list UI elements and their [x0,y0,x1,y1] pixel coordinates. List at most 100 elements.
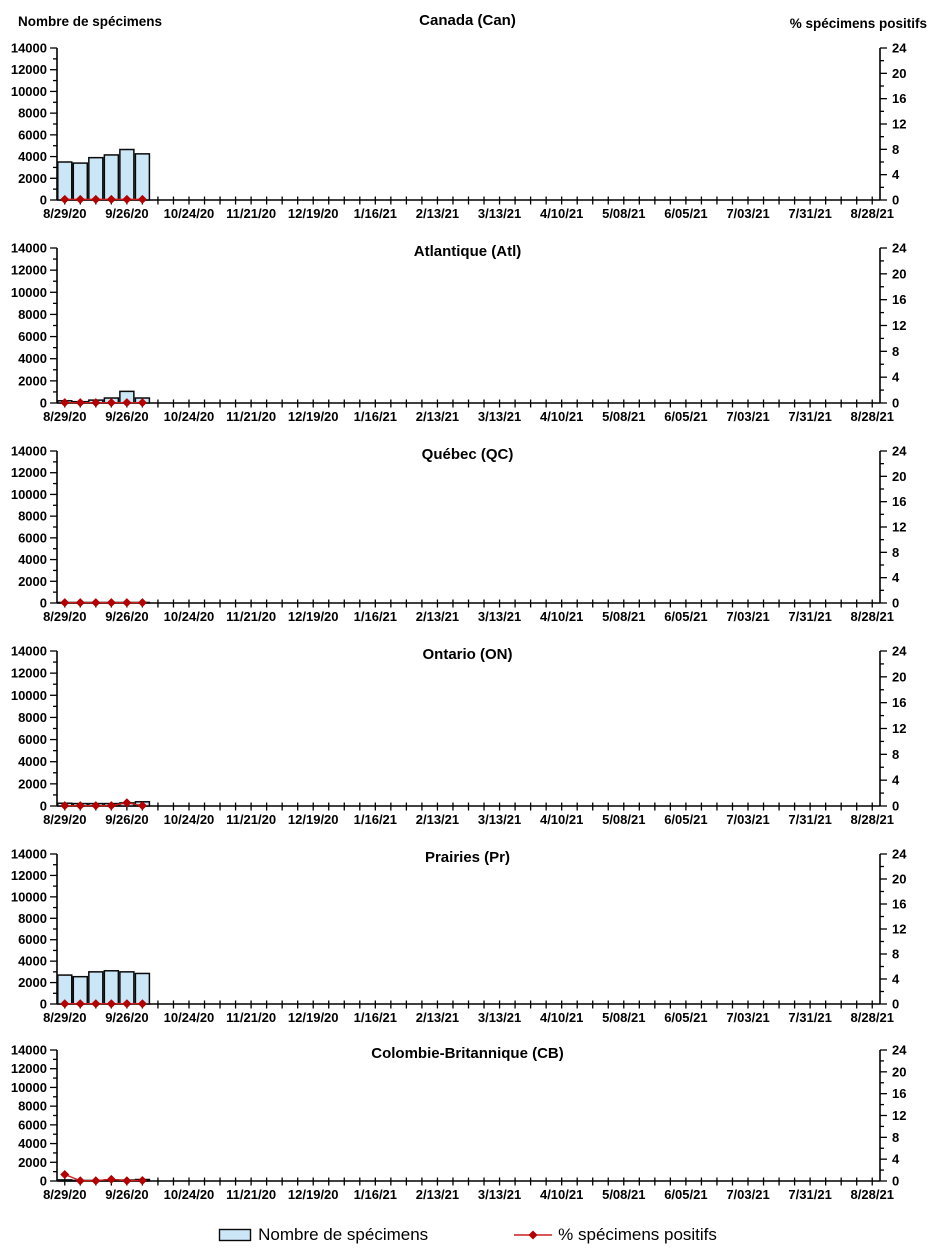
chart-panel-prairies: Prairies (Pr) 0 2000 4000 6000 8000 10000 1200… [0,838,935,1036]
right-axis: 0 4 8 12 16 20 24 [880,241,907,411]
svg-text:12000: 12000 [11,263,47,278]
svg-text:20: 20 [892,469,906,484]
axes [56,248,881,404]
svg-text:2000: 2000 [18,373,47,388]
svg-text:4: 4 [892,773,900,788]
svg-text:16: 16 [892,91,906,106]
bars [57,970,151,1005]
svg-text:7/03/21: 7/03/21 [726,812,769,827]
svg-text:0: 0 [892,799,899,814]
svg-text:12: 12 [892,721,906,736]
right-axis: 0 4 8 12 16 20 24 [880,444,907,611]
svg-text:0: 0 [40,396,47,411]
svg-text:6/05/21: 6/05/21 [664,812,707,827]
legend-item-specimens: Nombre de spécimens [218,1225,428,1245]
svg-text:4000: 4000 [18,149,47,164]
chart-panel-canada: Nombre de spécimens Canada (Can) % spéci… [0,0,935,232]
chart-plot: 0 2000 4000 6000 8000 10000 12000 14000 0 4 8 12 16 2… [11,444,907,625]
svg-text:20: 20 [892,872,906,887]
svg-text:2/13/21: 2/13/21 [416,1010,459,1025]
marker-diamond [106,598,116,608]
svg-text:16: 16 [892,494,906,509]
svg-text:12/19/20: 12/19/20 [288,1187,339,1202]
left-axis-title: Nombre de spécimens [18,14,163,29]
svg-text:9/26/20: 9/26/20 [105,812,148,827]
marker-diamond [60,999,70,1009]
svg-text:4/10/21: 4/10/21 [540,812,583,827]
svg-text:7/31/21: 7/31/21 [788,1187,831,1202]
marker-diamond [91,1176,101,1186]
right-axis: 0 4 8 12 16 20 24 [880,644,907,814]
svg-text:8000: 8000 [18,106,47,121]
svg-text:6/05/21: 6/05/21 [664,609,707,624]
marker-diamond [106,194,116,204]
x-axis: 8/29/20 9/26/20 10/24/20 11/21/20 12/19/20 1/… [43,196,894,221]
svg-text:10000: 10000 [11,688,47,703]
marker-diamond [137,194,147,204]
bar [103,154,120,201]
svg-text:6/05/21: 6/05/21 [664,206,707,221]
bar-swatch-icon [218,1228,252,1241]
marker-diamond [91,801,101,811]
svg-text:0: 0 [892,396,899,411]
chart-panel-colombie-britannique: Colombie-Britannique (CB) 0 2000 4000 6000 8… [0,1036,935,1213]
svg-text:0: 0 [892,596,899,611]
svg-text:8/29/20: 8/29/20 [43,409,86,424]
svg-text:0: 0 [40,997,47,1012]
chart-panel-ontario: Ontario (ON) 0 2000 4000 6000 8000 10000 12000… [0,635,935,838]
svg-text:12/19/20: 12/19/20 [288,1010,339,1025]
axes [56,451,881,604]
chart-panel-quebec: Québec (QC) 0 2000 4000 6000 8000 10000 12000 1… [0,435,935,635]
svg-text:7/31/21: 7/31/21 [788,1010,831,1025]
marker-diamond [106,398,116,408]
svg-text:8/29/20: 8/29/20 [43,1010,86,1025]
bar [72,162,89,201]
svg-text:10/24/20: 10/24/20 [164,1187,215,1202]
svg-text:4: 4 [892,167,900,182]
svg-text:1/16/21: 1/16/21 [354,206,397,221]
svg-text:16: 16 [892,292,906,307]
axes [56,48,881,201]
svg-text:5/08/21: 5/08/21 [602,409,645,424]
svg-text:0: 0 [892,1174,899,1189]
svg-text:14000: 14000 [11,41,47,56]
svg-text:10000: 10000 [11,889,47,904]
marker-diamond [122,798,132,808]
svg-text:8/29/20: 8/29/20 [43,1187,86,1202]
svg-text:9/26/20: 9/26/20 [105,1010,148,1025]
svg-text:12: 12 [892,318,906,333]
marker-diamond [91,194,101,204]
svg-text:2/13/21: 2/13/21 [416,812,459,827]
svg-text:4000: 4000 [18,954,47,969]
marker-diamond [122,999,132,1009]
svg-text:9/26/20: 9/26/20 [105,206,148,221]
svg-text:8000: 8000 [18,710,47,725]
left-axis: 0 2000 4000 6000 8000 10000 12000 14000 [11,444,57,611]
marker-diamond [75,598,85,608]
svg-text:0: 0 [40,596,47,611]
chart-plot: 0 2000 4000 6000 8000 10000 12000 14000 0 4 8 12 16 2… [11,241,907,425]
svg-text:8/28/21: 8/28/21 [851,1187,894,1202]
right-axis-title: % spécimens positifs [789,16,927,31]
svg-text:10000: 10000 [11,285,47,300]
svg-text:8/28/21: 8/28/21 [851,409,894,424]
line-marker-swatch-icon [514,1230,553,1239]
svg-text:10/24/20: 10/24/20 [164,409,215,424]
left-axis: 0 2000 4000 6000 8000 10000 12000 14000 [11,241,57,411]
svg-text:11/21/20: 11/21/20 [226,409,276,424]
svg-text:7/31/21: 7/31/21 [788,812,831,827]
svg-text:3/13/21: 3/13/21 [478,1187,521,1202]
svg-text:0: 0 [40,799,47,814]
svg-text:7/03/21: 7/03/21 [726,409,769,424]
svg-text:8: 8 [892,344,899,359]
bar [119,971,135,1005]
marker-diamond [75,801,85,811]
svg-text:0: 0 [892,997,899,1012]
bar [57,161,73,201]
positivity-line [60,598,147,608]
svg-text:7/03/21: 7/03/21 [726,206,769,221]
svg-text:24: 24 [892,41,907,56]
marker-diamond [91,598,101,608]
svg-text:12: 12 [892,1108,906,1123]
